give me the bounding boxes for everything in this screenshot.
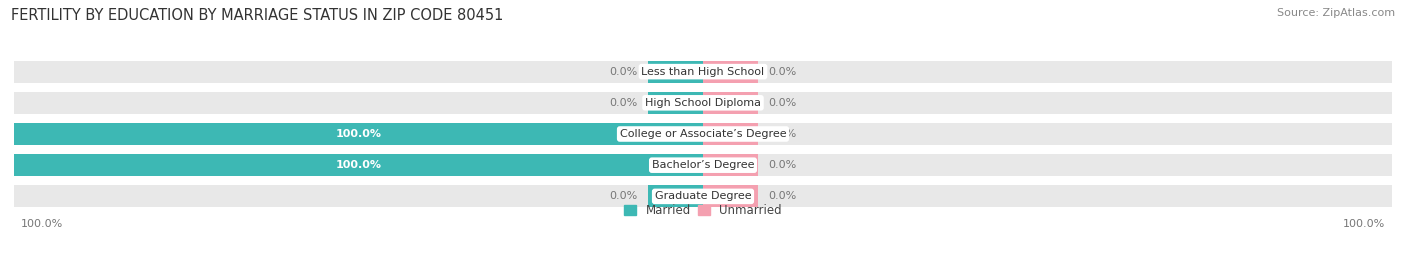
Text: 100.0%: 100.0% [21,219,63,229]
Bar [703,123,1392,145]
Bar [648,92,703,114]
Legend: Married, Unmarried: Married, Unmarried [624,204,782,217]
Bar [703,123,758,145]
Bar [14,123,703,145]
Bar [703,61,758,83]
Text: 0.0%: 0.0% [769,191,797,201]
Text: 0.0%: 0.0% [609,67,637,77]
Bar [703,154,1392,176]
Bar [648,61,703,83]
Bar [648,185,703,207]
Text: 100.0%: 100.0% [336,160,381,170]
Text: 0.0%: 0.0% [769,67,797,77]
Text: Source: ZipAtlas.com: Source: ZipAtlas.com [1277,8,1395,18]
Bar [14,185,703,207]
Bar [703,154,758,176]
Text: 100.0%: 100.0% [336,129,381,139]
Bar [703,185,1392,207]
Bar [703,185,758,207]
Bar [14,61,703,83]
Bar [14,154,703,176]
Bar [14,123,703,145]
Text: 0.0%: 0.0% [609,98,637,108]
Text: 0.0%: 0.0% [769,98,797,108]
Text: 0.0%: 0.0% [769,129,797,139]
Bar [14,154,703,176]
Text: Bachelor’s Degree: Bachelor’s Degree [652,160,754,170]
Text: High School Diploma: High School Diploma [645,98,761,108]
Text: Graduate Degree: Graduate Degree [655,191,751,201]
Bar [703,92,1392,114]
Text: FERTILITY BY EDUCATION BY MARRIAGE STATUS IN ZIP CODE 80451: FERTILITY BY EDUCATION BY MARRIAGE STATU… [11,8,503,23]
Text: Less than High School: Less than High School [641,67,765,77]
Bar [703,61,1392,83]
Bar [14,92,703,114]
Text: 100.0%: 100.0% [1343,219,1385,229]
Text: 0.0%: 0.0% [609,191,637,201]
Text: 0.0%: 0.0% [769,160,797,170]
Text: College or Associate’s Degree: College or Associate’s Degree [620,129,786,139]
Bar [703,92,758,114]
